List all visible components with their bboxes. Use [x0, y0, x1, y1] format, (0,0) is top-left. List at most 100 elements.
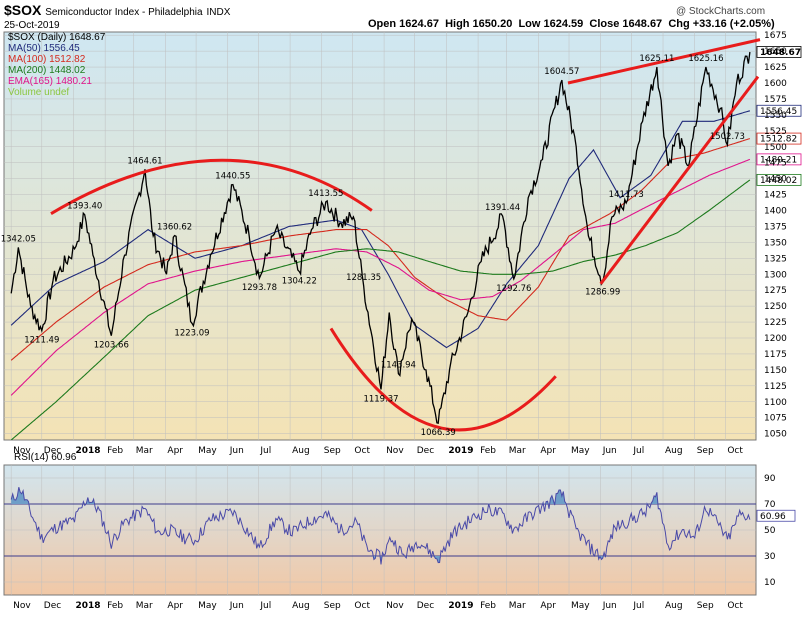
x-tick-label: Dec — [417, 446, 434, 456]
rsi-x-tick-label: Mar — [509, 601, 526, 611]
point-label: 1119.37 — [363, 394, 398, 404]
rsi-x-tick-label: Aug — [665, 601, 683, 611]
point-label: 1223.09 — [174, 328, 209, 338]
arc-bottom — [329, 327, 557, 432]
x-tick-label: Dec — [44, 446, 61, 456]
price-tick-label: 1075 — [764, 414, 787, 424]
price-tick-label: 1125 — [764, 382, 787, 392]
x-tick-label: Jun — [602, 446, 617, 456]
close-value: Close 1648.67 — [589, 18, 663, 30]
point-label: 1342.05 — [1, 234, 36, 244]
price-tick-label: 1400 — [764, 207, 787, 217]
rsi-right-label: 60.96 — [760, 512, 786, 522]
rsi-title: RSI(14) 60.96 — [14, 452, 77, 463]
chart-date: 25-Oct-2019 — [4, 20, 60, 31]
rsi-x-tick-label: Oct — [354, 601, 370, 611]
price-tick-label: 1150 — [764, 366, 787, 376]
price-tick-label: 1375 — [764, 222, 787, 232]
rsi-x-tick-label: May — [571, 601, 590, 611]
rsi-x-tick-label: Oct — [727, 601, 743, 611]
point-label: 1293.78 — [242, 283, 277, 293]
rsi-x-tick-label: May — [198, 601, 217, 611]
price-tick-label: 1200 — [764, 334, 787, 344]
open-value: Open 1624.67 — [368, 18, 439, 30]
price-tick-label: 1550 — [764, 111, 787, 121]
point-label: 1464.61 — [127, 156, 162, 166]
rsi-x-tick-label: 2018 — [75, 601, 100, 611]
price-tick-label: 1600 — [764, 79, 787, 89]
rsi-tick-label: 50 — [764, 526, 776, 536]
right-label-box — [756, 132, 802, 145]
legend: $SOX (Daily) 1648.67 MA(50) 1556.45 MA(1… — [8, 32, 105, 98]
price-tick-label: 1325 — [764, 254, 787, 264]
x-tick-label: Aug — [292, 446, 310, 456]
right-label-box — [756, 153, 802, 166]
rsi-x-tick-label: Apr — [540, 601, 556, 611]
price-tick-label: 1250 — [764, 302, 787, 312]
wedge-lower-line — [599, 75, 760, 285]
x-tick-label: May — [198, 446, 217, 456]
legend-item-ma200: MA(200) 1448.02 — [8, 65, 86, 76]
rsi-x-tick-label: Jun — [602, 601, 617, 611]
price-panel-bg — [3, 31, 757, 441]
rsi-x-tick-label: Jul — [632, 601, 644, 611]
price-tick-label: 1175 — [764, 350, 787, 360]
x-tick-label: Apr — [167, 446, 183, 456]
rsi-x-tick-label: Aug — [292, 601, 310, 611]
rsi-x-tick-label: 2019 — [448, 601, 473, 611]
symbol: $SOX — [4, 2, 42, 18]
price-tick-label: 1500 — [764, 143, 787, 153]
x-tick-label: Nov — [386, 446, 404, 456]
wedge-upper-line — [567, 38, 761, 85]
price-tick-label: 1225 — [764, 318, 787, 328]
point-label: 1281.35 — [346, 273, 381, 283]
rsi-tick-label: 70 — [764, 500, 776, 510]
rsi-tick-label: 90 — [764, 474, 776, 484]
legend-item-ma50: MA(50) 1556.45 — [8, 43, 80, 54]
index-name: Semiconductor Index - Philadelphia — [45, 7, 203, 18]
price-tick-label: 1650 — [764, 47, 787, 57]
change-value: Chg +33.16 (+2.05%) — [668, 18, 775, 30]
axes: 1050107511001125115011751200122512501275… — [13, 31, 796, 611]
series-ma50 — [10, 110, 751, 349]
point-label: 1413.55 — [308, 189, 343, 199]
x-tick-label: Mar — [509, 446, 526, 456]
arc-top — [50, 158, 373, 215]
legend-item-price: $SOX (Daily) 1648.67 — [8, 32, 106, 43]
x-tick-label: Jul — [632, 446, 644, 456]
price-tick-label: 1350 — [764, 238, 787, 248]
right-label: 1648.67 — [760, 48, 801, 58]
point-label: 1411.73 — [609, 190, 644, 200]
low-value: Low 1624.59 — [518, 18, 584, 30]
point-label: 1143.94 — [381, 361, 416, 371]
x-tick-label: 2018 — [75, 446, 100, 456]
price-tick-label: 1525 — [764, 127, 787, 137]
point-label: 1391.44 — [485, 203, 520, 213]
rsi-x-tick-label: Dec — [417, 601, 434, 611]
rsi-tick-label: 30 — [764, 552, 776, 562]
rsi-x-tick-label: Dec — [44, 601, 61, 611]
right-label: 1480.21 — [760, 155, 797, 165]
price-tick-label: 1475 — [764, 159, 787, 169]
price-tick-label: 1425 — [764, 191, 787, 201]
price-tick-label: 1300 — [764, 270, 787, 280]
legend-item-ma100: MA(100) 1512.82 — [8, 54, 86, 65]
right-label: 1556.45 — [760, 107, 797, 117]
x-tick-label: Feb — [107, 446, 123, 456]
right-label: 1512.82 — [760, 135, 797, 145]
x-tick-label: Oct — [727, 446, 743, 456]
x-tick-label: May — [571, 446, 590, 456]
point-label: 1211.49 — [24, 336, 59, 346]
x-tick-label: Sep — [324, 446, 341, 456]
x-tick-label: Jun — [229, 446, 244, 456]
trend-annotations — [50, 38, 761, 432]
high-value: High 1650.20 — [445, 18, 513, 30]
rsi-x-tick-label: Nov — [386, 601, 404, 611]
rsi-x-tick-label: Nov — [13, 601, 31, 611]
series-rsi — [10, 487, 751, 565]
legend-item-ema165: EMA(165) 1480.21 — [8, 76, 92, 87]
x-tick-label: Sep — [697, 446, 714, 456]
price-tick-label: 1575 — [764, 95, 787, 105]
point-label: 1286.99 — [585, 288, 620, 298]
